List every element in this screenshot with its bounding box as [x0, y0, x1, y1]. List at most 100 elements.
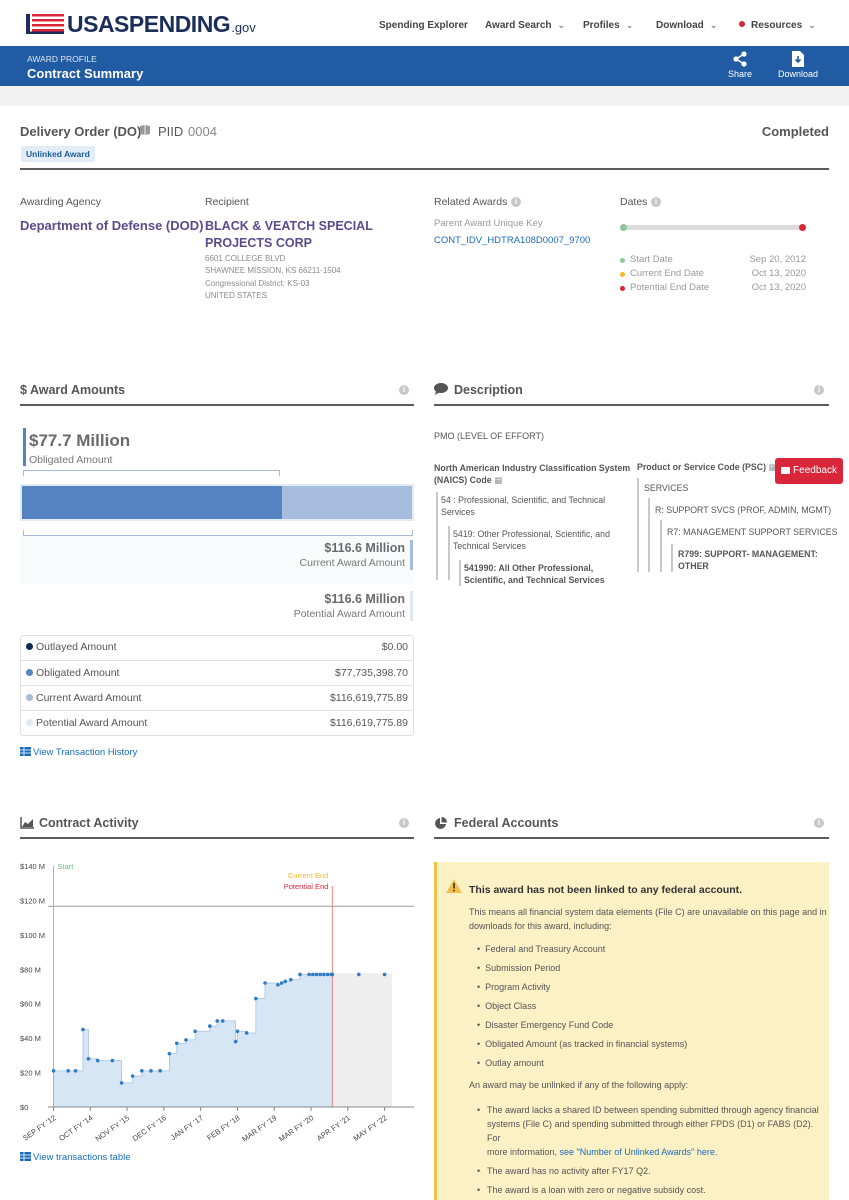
- legend-dot: [26, 719, 33, 726]
- data-point: [158, 1069, 162, 1073]
- feedback-label: Feedback: [793, 465, 837, 476]
- potential-end-date-dot: [620, 286, 625, 291]
- page-header-banner: AWARD PROFILE Contract Summary Share Dow…: [0, 46, 849, 86]
- legend-value: $0.00: [381, 641, 408, 653]
- warning-intro-line2: downloads for this award, including:: [469, 921, 612, 931]
- view-transaction-history-link[interactable]: View Transaction History: [20, 747, 137, 758]
- list-item: • Federal and Treasury Account: [477, 942, 777, 956]
- info-icon[interactable]: i: [399, 385, 409, 395]
- piid-value: 0004: [188, 124, 217, 139]
- glossary-book-icon[interactable]: ▦: [494, 475, 503, 485]
- list-item-text: Submission Period: [485, 963, 561, 973]
- x-tick-label: MAR FY '19: [240, 1113, 278, 1143]
- psc-title: Product or Service Code (PSC) ▦: [637, 462, 777, 473]
- info-icon[interactable]: i: [814, 818, 824, 828]
- view-transactions-table-link[interactable]: View transactions table: [20, 1152, 131, 1163]
- recipient-name-line1: BLACK & VEATCH SPECIAL: [205, 219, 373, 233]
- header-spacer: [0, 86, 849, 106]
- data-point: [86, 1057, 91, 1061]
- divider: [20, 837, 414, 839]
- warning-intro: This means all financial system data ele…: [469, 905, 827, 933]
- current-bracket: [23, 530, 413, 536]
- potential-caption: Potential Award Amount: [293, 608, 405, 620]
- obligated-caption: Obligated Amount: [29, 454, 113, 466]
- plot-area: [48, 866, 414, 1108]
- list-item-text: Federal and Treasury Account: [485, 944, 606, 954]
- current-amount-block: [20, 536, 414, 584]
- y-tick-label: $140 M: [20, 862, 45, 871]
- naics-level1-line1: 54 : Professional, Scientific, and Techn…: [441, 495, 606, 505]
- unlinked-reasons-list: • The award lacks a shared ID between sp…: [477, 1103, 822, 1197]
- glossary-book-icon[interactable]: ▦: [768, 462, 777, 472]
- psc-level4: R799: SUPPORT- MANAGEMENT: OTHER: [678, 548, 818, 572]
- potential-end-marker-label: Potential End: [284, 882, 329, 891]
- data-point: [330, 972, 335, 977]
- congressional-district: Congressional District: KS-03: [205, 278, 310, 288]
- date-row-start: Start Date Sep 20, 2012: [620, 254, 806, 268]
- list-item: • Outlay amount: [477, 1056, 777, 1070]
- legend-row-outlayed: Outlayed Amount $0.00: [20, 635, 414, 660]
- divider: [434, 837, 829, 839]
- download-icon: [792, 51, 804, 67]
- naics-tree-line: [448, 526, 450, 580]
- info-icon[interactable]: i: [511, 197, 521, 207]
- unlinked-awards-link[interactable]: see "Number of Unlinked Awards" here.: [559, 1147, 718, 1157]
- data-point: [51, 1069, 56, 1073]
- download-button[interactable]: Download: [776, 51, 820, 79]
- contract-activity-heading: Contract Activity: [39, 816, 139, 830]
- x-axis: SEP FY '12 OCT FY '14 NOV FY '15 DEC FY '16…: [21, 1106, 414, 1144]
- x-tick-label: FEB FY '18: [205, 1113, 241, 1142]
- data-point: [220, 1019, 225, 1023]
- chevron-down-icon: ⌄: [808, 20, 816, 30]
- data-point: [73, 1069, 78, 1073]
- naics-title-line1: North American Industry Classification S…: [434, 463, 631, 473]
- nav-spending-explorer[interactable]: Spending Explorer: [379, 20, 468, 31]
- award-type: Delivery Order (DO): [20, 124, 142, 139]
- list-item: • Disaster Emergency Fund Code: [477, 1018, 777, 1032]
- x-tick-label: MAR FY '20: [277, 1113, 315, 1143]
- current-indicator: [410, 540, 413, 570]
- obligated-area: [53, 973, 333, 1108]
- unlinked-award-badge[interactable]: Unlinked Award: [21, 146, 95, 162]
- share-button[interactable]: Share: [726, 51, 754, 79]
- data-point: [276, 982, 280, 987]
- nav-profiles[interactable]: Profiles ⌄: [583, 20, 634, 31]
- naics-level3-line1: 541990: All Other Professional,: [464, 563, 594, 573]
- awarding-agency-link[interactable]: Department of Defense (DOD): [20, 218, 204, 233]
- bullet: •: [477, 1020, 481, 1030]
- country: UNITED STATES: [205, 290, 267, 300]
- info-icon[interactable]: i: [651, 197, 661, 207]
- naics-title: North American Industry Classification S…: [434, 462, 630, 486]
- usaspending-logo[interactable]: USASPENDING .gov: [26, 11, 256, 37]
- bullet: •: [477, 1058, 481, 1068]
- parent-award-link[interactable]: CONT_IDV_HDTRA108D0007_9700: [434, 235, 591, 246]
- nav-resources[interactable]: Resources ⌄: [739, 20, 816, 31]
- legend-row-potential: Potential Award Amount $116,619,775.89: [20, 710, 414, 735]
- obligated-bar-fill: [22, 486, 282, 519]
- glossary-book-icon[interactable]: [139, 124, 151, 136]
- page-subtitle: AWARD PROFILE: [27, 54, 97, 64]
- nav-award-search[interactable]: Award Search ⌄: [485, 20, 566, 31]
- download-label: Download: [777, 69, 819, 79]
- info-icon[interactable]: i: [814, 385, 824, 395]
- nav-download[interactable]: Download ⌄: [656, 20, 718, 31]
- start-date-value: Sep 20, 2012: [749, 254, 806, 265]
- x-tick-label: SEP FY '12: [21, 1113, 58, 1142]
- data-point: [149, 1069, 153, 1073]
- data-point: [283, 979, 288, 984]
- naics-level2-line1: 5419: Other Professional, Scientific, an…: [453, 529, 610, 539]
- dates-timeline-bar: [621, 225, 805, 230]
- reason-item: • The award lacks a shared ID between sp…: [477, 1103, 822, 1159]
- share-label: Share: [727, 69, 753, 79]
- bullet: •: [477, 1105, 481, 1115]
- warning-title: This award has not been linked to any fe…: [469, 884, 743, 896]
- info-icon[interactable]: i: [399, 818, 409, 828]
- recipient-link[interactable]: BLACK & VEATCH SPECIAL PROJECTS CORP: [205, 218, 373, 252]
- current-end-date-dot: [620, 272, 625, 277]
- data-point: [307, 972, 311, 977]
- reason-3-text: The award is a loan with zero or negativ…: [487, 1185, 706, 1195]
- list-item: • Program Activity: [477, 980, 777, 994]
- feedback-button[interactable]: Feedback: [775, 458, 843, 484]
- award-amounts-heading: $ Award Amounts: [20, 383, 126, 397]
- x-tick-label: OCT FY '14: [57, 1113, 94, 1143]
